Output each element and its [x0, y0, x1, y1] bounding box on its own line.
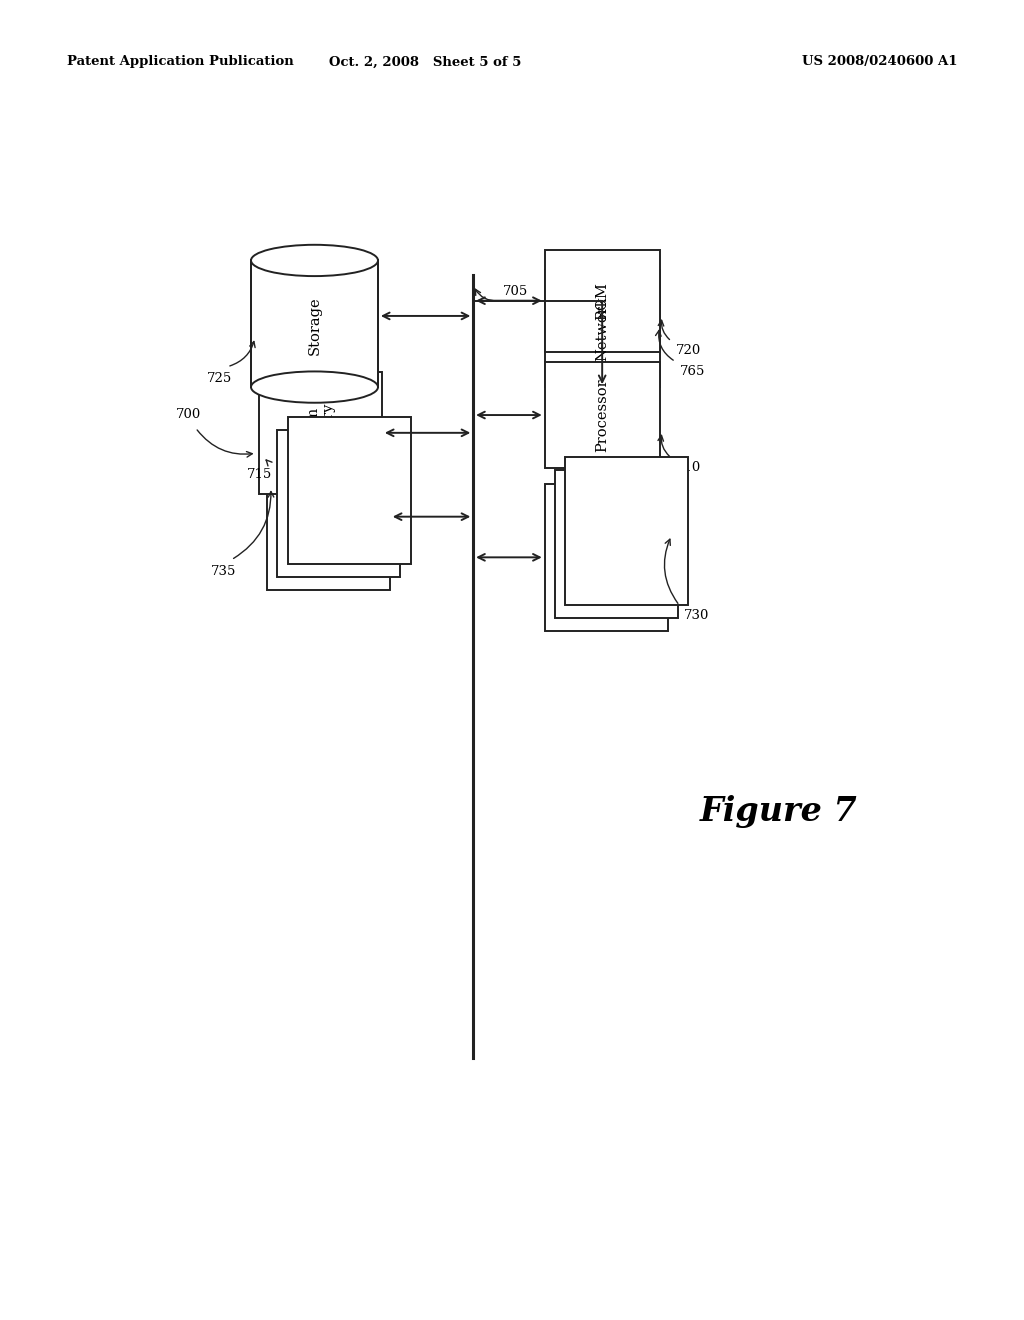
Text: Patent Application Publication: Patent Application Publication — [67, 55, 293, 69]
Text: Output
Devices: Output Devices — [313, 488, 343, 545]
Bar — [545, 483, 668, 631]
Text: 765: 765 — [680, 364, 705, 378]
Bar — [545, 249, 659, 351]
Text: Storage: Storage — [307, 297, 322, 355]
Bar — [565, 457, 688, 605]
Bar — [251, 260, 378, 387]
Text: 730: 730 — [684, 609, 709, 622]
Bar — [545, 271, 659, 387]
Bar — [555, 470, 678, 618]
Text: 715: 715 — [247, 469, 272, 482]
Ellipse shape — [251, 244, 378, 276]
Text: 735: 735 — [211, 565, 237, 578]
Text: 725: 725 — [207, 372, 232, 385]
Bar — [252, 240, 377, 277]
Bar — [545, 362, 659, 469]
Text: ROM: ROM — [595, 281, 609, 319]
Text: Processor: Processor — [595, 379, 609, 451]
Ellipse shape — [251, 371, 378, 403]
Text: US 2008/0240600 A1: US 2008/0240600 A1 — [802, 55, 957, 69]
Text: Figure 7: Figure 7 — [699, 795, 857, 829]
Bar — [288, 417, 411, 564]
Text: Oct. 2, 2008   Sheet 5 of 5: Oct. 2, 2008 Sheet 5 of 5 — [329, 55, 521, 69]
Text: 720: 720 — [676, 345, 700, 358]
Text: 705: 705 — [503, 285, 527, 298]
Text: 710: 710 — [676, 461, 700, 474]
Bar — [259, 372, 382, 494]
Text: Input
Devices: Input Devices — [591, 528, 622, 586]
Text: System
Memory: System Memory — [305, 403, 336, 463]
Text: 700: 700 — [176, 408, 201, 421]
Text: Network: Network — [595, 296, 609, 360]
Bar — [267, 444, 390, 590]
Bar — [278, 430, 400, 577]
